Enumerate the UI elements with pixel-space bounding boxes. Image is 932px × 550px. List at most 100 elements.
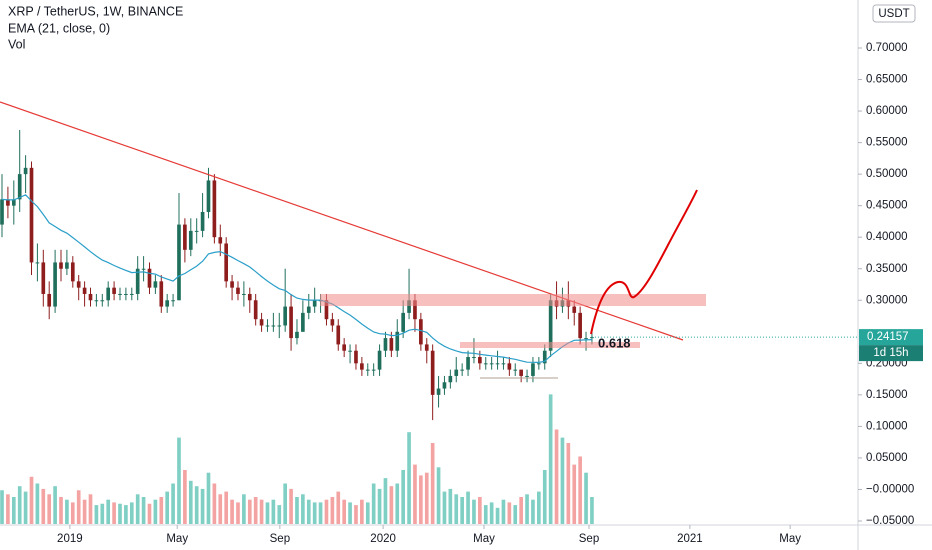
- candle-body: [472, 357, 476, 359]
- volume-bar: [206, 472, 211, 524]
- volume-bar: [466, 491, 470, 524]
- candle-body: [206, 180, 211, 212]
- indicator-label: EMA (21, close, 0): [8, 21, 110, 35]
- candle-body: [194, 230, 199, 232]
- volume-bar: [271, 499, 276, 524]
- volume-bar: [584, 472, 588, 524]
- x-tick-label: May: [779, 533, 801, 545]
- volume-bar: [253, 497, 258, 524]
- currency-label: USDT: [878, 8, 909, 20]
- volume-bar: [377, 488, 382, 524]
- countdown-label: 1d 15h: [873, 347, 908, 359]
- resistance-zone: [320, 294, 706, 306]
- candle-body: [383, 338, 388, 351]
- currency-button[interactable]: [872, 4, 916, 23]
- volume-label: Vol: [8, 37, 25, 51]
- candle-body: [23, 167, 28, 175]
- candle-body: [82, 287, 87, 294]
- candle-body: [348, 350, 352, 352]
- candle-body: [407, 300, 411, 313]
- candle-body: [572, 306, 577, 313]
- x-tick-label: May: [166, 533, 188, 545]
- candle-body: [489, 363, 494, 365]
- volume-bar: [383, 478, 388, 524]
- symbol-title: XRP / TetherUS, 1W, BINANCE: [8, 4, 183, 18]
- volume-bar: [17, 486, 22, 524]
- candle-body: [531, 363, 535, 376]
- volume-bar: [519, 497, 523, 524]
- volume-bar: [70, 502, 75, 524]
- candle-body: [507, 363, 512, 370]
- x-tick-label: Sep: [270, 533, 290, 545]
- volume-bar: [230, 499, 234, 524]
- candle-body: [548, 300, 553, 351]
- volume-bar: [448, 488, 453, 524]
- y-tick-label: 0.60000: [866, 105, 908, 117]
- volume-bar: [88, 494, 93, 524]
- volume-pane: [0, 394, 594, 524]
- volume-bar: [100, 503, 105, 524]
- candle-body: [53, 262, 57, 307]
- volume-bar: [53, 486, 57, 524]
- candle-body: [94, 300, 99, 302]
- candle-body: [76, 281, 81, 288]
- volume-bar: [41, 488, 46, 524]
- volume-bar: [389, 486, 394, 524]
- volume-bar: [548, 394, 553, 524]
- price-pane: [0, 129, 594, 421]
- volume-bar: [289, 488, 293, 524]
- volume-bar: [47, 494, 52, 524]
- volume-bar: [525, 494, 529, 524]
- candle-body: [460, 369, 464, 371]
- candle-body: [501, 363, 506, 365]
- candle-body: [106, 287, 111, 301]
- x-tick-label: 2020: [370, 533, 396, 545]
- candle-body: [478, 357, 482, 364]
- volume-bar: [324, 499, 329, 524]
- candle-body: [377, 350, 382, 370]
- volume-bar: [566, 443, 571, 524]
- y-tick-label: 0.10000: [866, 420, 908, 432]
- candle-body: [159, 281, 164, 307]
- candle-body: [419, 319, 423, 345]
- volume-bar: [513, 505, 518, 524]
- candle-body: [124, 293, 128, 295]
- candle-body: [59, 262, 63, 269]
- volume-bar: [159, 497, 164, 524]
- volume-bar: [65, 499, 69, 524]
- volume-bar: [188, 480, 193, 524]
- volume-bar: [330, 497, 335, 524]
- volume-bar: [354, 505, 358, 524]
- candle-body: [578, 312, 582, 339]
- candle-body: [448, 375, 453, 383]
- volume-bar: [283, 483, 288, 524]
- candle-body: [436, 388, 441, 395]
- volume-bar: [430, 443, 435, 524]
- candle-body: [17, 174, 22, 200]
- volume-bar: [218, 494, 223, 524]
- fib-zone: [460, 342, 640, 348]
- x-tick-label: May: [473, 533, 495, 545]
- volume-bar: [11, 497, 16, 524]
- volume-bar: [118, 503, 122, 524]
- candle-body: [29, 167, 34, 263]
- volume-bar: [407, 432, 411, 524]
- volume-bar: [76, 490, 81, 524]
- volume-bar: [129, 502, 134, 524]
- x-tick-label: 2021: [677, 533, 703, 545]
- volume-bar: [395, 483, 400, 524]
- volume-bar: [572, 464, 577, 524]
- volume-bar: [365, 502, 370, 524]
- candle-body: [360, 363, 364, 370]
- candle-body: [336, 325, 341, 345]
- volume-bar: [531, 499, 535, 524]
- candle-body: [289, 306, 293, 339]
- candle-body: [413, 300, 417, 320]
- volume-bar: [165, 491, 170, 524]
- candle-body: [430, 350, 435, 395]
- volume-bar: [312, 502, 317, 524]
- volume-bar: [200, 488, 205, 524]
- candle-body: [312, 300, 317, 307]
- y-tick-label: 0.40000: [866, 231, 908, 243]
